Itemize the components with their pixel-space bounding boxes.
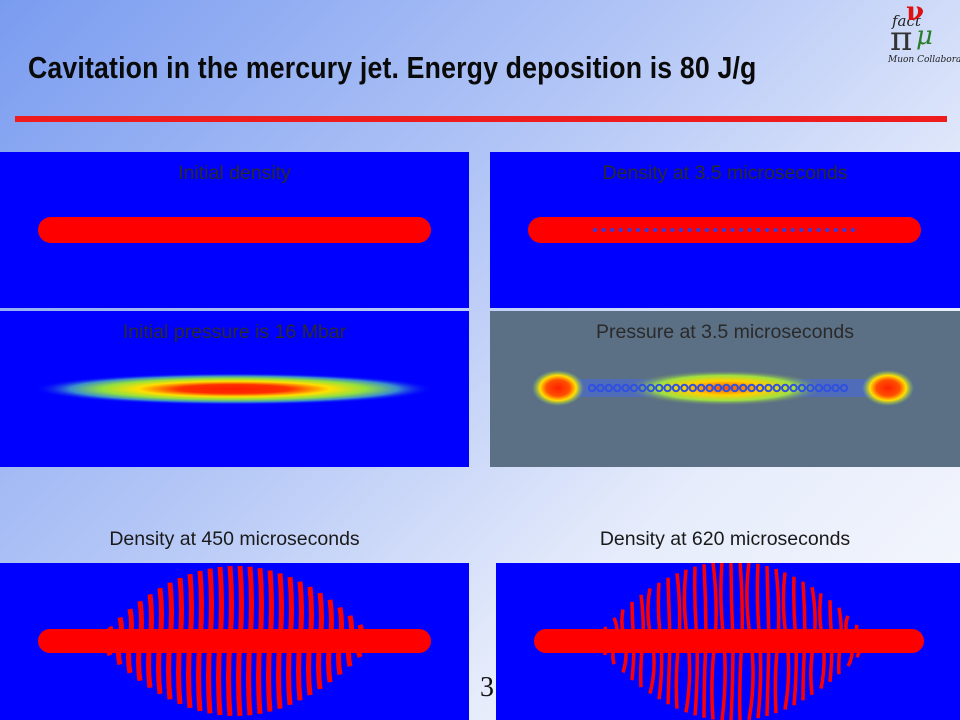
panel-caption: Initial pressure is 16 Mbar (122, 321, 347, 343)
caption-density-620us: Density at 620 microseconds (599, 528, 851, 550)
muon-collaboration-logo: fact ν π μ Muon Collaboration (840, 0, 960, 66)
initial-density-jet (38, 217, 431, 243)
density-620us-jet (534, 563, 924, 720)
initial-pressure-field (34, 373, 434, 405)
density-3-5us-jet (528, 217, 921, 243)
title-underline (15, 116, 947, 122)
pressure-3-5us-field (530, 370, 920, 406)
panel-initial-density: Initial density (0, 152, 469, 308)
panel-density-620us (496, 563, 960, 720)
panel-caption: Initial density (178, 162, 291, 184)
page-number: 3 (480, 672, 494, 703)
logo-mu-glyph: μ (916, 21, 933, 51)
slide-title: Cavitation in the mercury jet. Energy de… (28, 50, 757, 85)
logo-fact-text: fact (891, 12, 922, 30)
panel-caption: Density at 3.5 microseconds (602, 162, 848, 184)
logo-collaboration-text: Muon Collaboration (887, 55, 960, 65)
caption-density-450us: Density at 450 microseconds (109, 528, 360, 550)
logo-pi-glyph: π (890, 19, 912, 59)
panel-initial-pressure: Initial pressure is 16 Mbar (0, 311, 469, 467)
panel-density-3-5us: Density at 3.5 microseconds (490, 152, 960, 308)
panel-caption: Pressure at 3.5 microseconds (596, 321, 854, 343)
panel-density-450us (0, 563, 469, 720)
density-450us-jet (38, 565, 431, 717)
logo-nu-glyph: ν (906, 2, 924, 27)
panel-pressure-3-5us: Pressure at 3.5 microseconds (490, 311, 960, 467)
